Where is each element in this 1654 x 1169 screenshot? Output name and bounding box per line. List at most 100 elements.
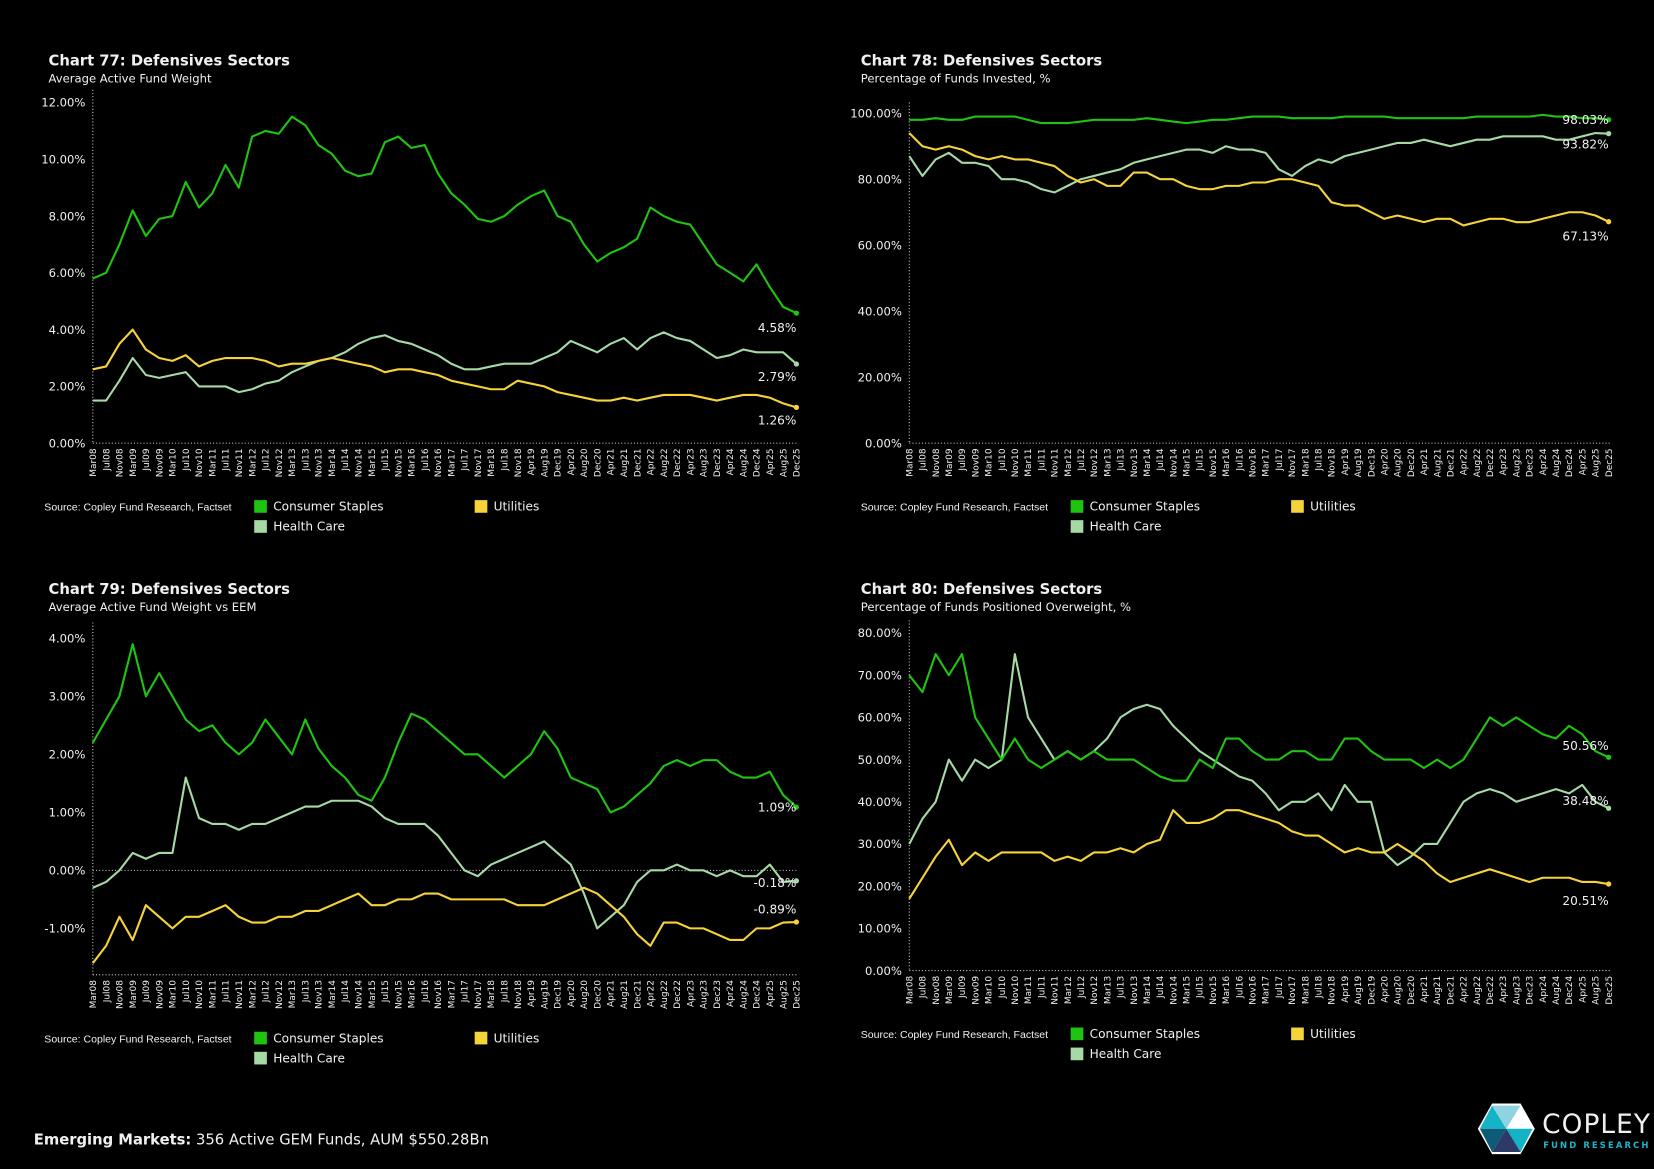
x-tick-label: Jul15 — [1196, 976, 1206, 999]
x-tick-label: Jul18 — [1315, 448, 1325, 471]
legend-item-utilities: Utilities — [474, 500, 539, 514]
x-tick-label: Nov14 — [354, 448, 364, 477]
series-line-utilities — [92, 328, 797, 409]
footer-text: Emerging Markets: 356 Active GEM Funds, … — [34, 1132, 489, 1149]
legend-item-consumer-staples: Consumer Staples — [254, 1031, 384, 1045]
x-tick-label: Mar12 — [1064, 976, 1074, 1004]
x-tick-label: Nov12 — [1090, 448, 1100, 477]
x-tick-label: Nov11 — [1051, 448, 1061, 477]
x-tick-label: Mar10 — [169, 448, 179, 477]
source-note: Source: Copley Fund Research, Factset — [861, 1029, 1048, 1041]
series-end-marker — [793, 919, 800, 925]
x-tick-label: Mar15 — [368, 448, 378, 476]
chart-79: Chart 79: Defensives Sectors Average Acti… — [44, 581, 802, 1065]
x-tick-label: Mar13 — [1103, 448, 1113, 476]
x-tick-label: Dec24 — [753, 980, 763, 1009]
x-tick-label: Jul18 — [501, 448, 511, 471]
x-tick-label: Jul08 — [102, 980, 112, 1003]
x-tick-label: Apr21 — [1420, 976, 1430, 1003]
x-tick-label: Apr23 — [1499, 448, 1509, 475]
legend-swatch — [1070, 520, 1084, 533]
chart-title: Chart 79: Defensives Sectors — [49, 581, 291, 598]
x-tick-label: Mar11 — [1024, 976, 1034, 1004]
x-tick-label: Mar12 — [248, 448, 258, 476]
x-tick-label: Apr19 — [527, 980, 537, 1007]
x-tick-label: Jul12 — [262, 448, 272, 471]
x-tick-label: Aug21 — [1433, 976, 1443, 1005]
x-tick-label: Dec19 — [1367, 976, 1377, 1005]
x-tick-label: Nov09 — [155, 980, 165, 1009]
y-tick-label: 12.00% — [41, 96, 85, 110]
legend-label: Utilities — [1310, 1027, 1356, 1041]
x-tick-label: Aug24 — [1552, 976, 1562, 1005]
x-tick-label: Nov13 — [1130, 448, 1140, 477]
end-value-label: 1.26% — [758, 413, 797, 427]
chart-title: Chart 78: Defensives Sectors — [861, 53, 1103, 70]
series-line-utilities — [908, 132, 1610, 227]
x-tick-label: Aug20 — [1394, 976, 1404, 1005]
x-tick-label: Jul09 — [142, 448, 152, 471]
x-tick-label: Aug22 — [1473, 976, 1483, 1005]
y-tick-label: 2.00% — [49, 748, 86, 762]
x-tick-label: Apr21 — [607, 448, 617, 475]
series-end-marker — [793, 361, 800, 367]
x-tick-label: Nov08 — [932, 448, 942, 477]
series-end-marker — [1606, 805, 1612, 811]
x-tick-label: Mar13 — [1103, 976, 1113, 1004]
x-tick-label: Jul17 — [1275, 976, 1285, 999]
x-tick-label: Nov15 — [394, 980, 404, 1009]
x-tick-label: Nov09 — [971, 448, 981, 477]
x-tick-label: Aug21 — [620, 448, 630, 477]
end-value-label: -0.89% — [754, 903, 797, 917]
x-tick-label: Nov09 — [971, 976, 981, 1005]
y-tick-label: 50.00% — [858, 753, 902, 767]
legend-label: Health Care — [1090, 1047, 1162, 1061]
end-value-label: 2.79% — [758, 370, 797, 384]
x-tick-label: Jul08 — [919, 448, 929, 471]
x-tick-label: Mar16 — [1222, 448, 1232, 477]
x-tick-label: Nov11 — [235, 448, 245, 477]
x-tick-label: Aug19 — [540, 448, 550, 477]
legend-label: Consumer Staples — [1090, 500, 1200, 514]
y-tick-label: 2.00% — [49, 380, 86, 394]
x-tick-label: Apr22 — [1460, 448, 1470, 475]
x-tick-label: Apr25 — [766, 448, 776, 475]
x-tick-label: Mar09 — [945, 976, 955, 1005]
x-tick-label: Apr20 — [567, 980, 577, 1007]
x-tick-label: Dec23 — [1526, 448, 1536, 477]
x-tick-label: Jul09 — [958, 448, 968, 471]
x-tick-label: Jul13 — [1117, 448, 1127, 471]
series-line-health-care — [92, 331, 798, 402]
series-end-marker — [793, 310, 800, 316]
x-tick-label: Mar17 — [447, 448, 457, 476]
chart-subtitle: Percentage of Funds Invested, % — [861, 71, 1051, 85]
x-tick-label: Aug23 — [700, 980, 710, 1009]
x-tick-label: Dec21 — [633, 448, 643, 477]
x-tick-label: Dec24 — [1565, 976, 1575, 1005]
x-tick-label: Nov16 — [434, 448, 444, 477]
x-tick-label: Aug24 — [739, 980, 749, 1009]
legend-item-consumer-staples: Consumer Staples — [1070, 500, 1200, 514]
x-tick-label: Mar14 — [328, 980, 338, 1009]
chart-80: Chart 80: Defensives Sectors Percentage o… — [858, 581, 1615, 1061]
end-value-label: 38.48% — [1562, 794, 1608, 808]
legend-swatch — [254, 1031, 267, 1045]
legend-label: Consumer Staples — [1090, 1027, 1200, 1041]
legend-label: Health Care — [273, 520, 345, 534]
x-tick-label: Dec24 — [1565, 448, 1575, 477]
x-tick-label: Jul16 — [1235, 976, 1245, 999]
x-tick-label: Mar10 — [169, 980, 179, 1009]
x-tick-label: Jul12 — [1077, 976, 1087, 999]
y-tick-label: 40.00% — [858, 795, 902, 809]
x-tick-label: Aug23 — [700, 448, 710, 477]
legend-swatch — [1070, 1047, 1084, 1061]
end-value-label: 50.56% — [1562, 739, 1608, 753]
x-tick-label: Apr24 — [1539, 448, 1549, 475]
x-tick-label: Jul10 — [182, 980, 192, 1003]
x-tick-label: Mar11 — [208, 448, 218, 476]
legend-label: Health Care — [273, 1051, 345, 1065]
x-tick-label: Nov08 — [116, 980, 126, 1009]
x-tick-label: Dec19 — [554, 448, 564, 477]
legend: Consumer Staples Health Care Utilities — [1070, 500, 1356, 534]
